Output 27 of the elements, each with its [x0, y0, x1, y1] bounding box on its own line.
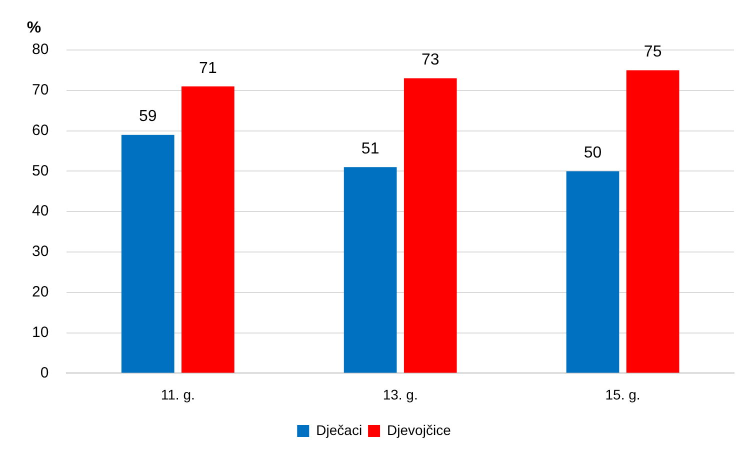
y-tick-label: 0	[40, 364, 49, 382]
y-axis-title: %	[26, 19, 42, 36]
x-tick-label: 11. g.	[160, 386, 195, 402]
data-label: 50	[584, 144, 602, 162]
bar	[566, 171, 620, 373]
x-tick-label: 13. g.	[382, 386, 418, 402]
data-label: 71	[199, 60, 217, 77]
bar	[182, 86, 234, 373]
bar	[626, 70, 680, 373]
legend-label: Dječaci	[316, 422, 362, 438]
y-tick-label: 30	[32, 243, 49, 260]
y-tick-label: 40	[32, 202, 49, 220]
y-tick-label: 20	[32, 284, 49, 301]
x-tick-label: 15. g.	[605, 386, 640, 402]
data-label: 75	[644, 44, 662, 61]
y-tick-label: 50	[32, 162, 49, 180]
bar	[344, 167, 397, 373]
y-tick-label: 70	[32, 82, 49, 99]
data-label: 73	[421, 52, 440, 69]
legend-label: Djevojčice	[387, 422, 452, 438]
data-label: 59	[138, 108, 157, 126]
y-tick-label: 10	[32, 324, 49, 341]
data-label: 51	[361, 140, 380, 158]
y-tick-label: 80	[32, 41, 49, 58]
bar	[404, 78, 457, 373]
y-tick-label: 60	[32, 122, 49, 139]
bar	[121, 134, 174, 373]
